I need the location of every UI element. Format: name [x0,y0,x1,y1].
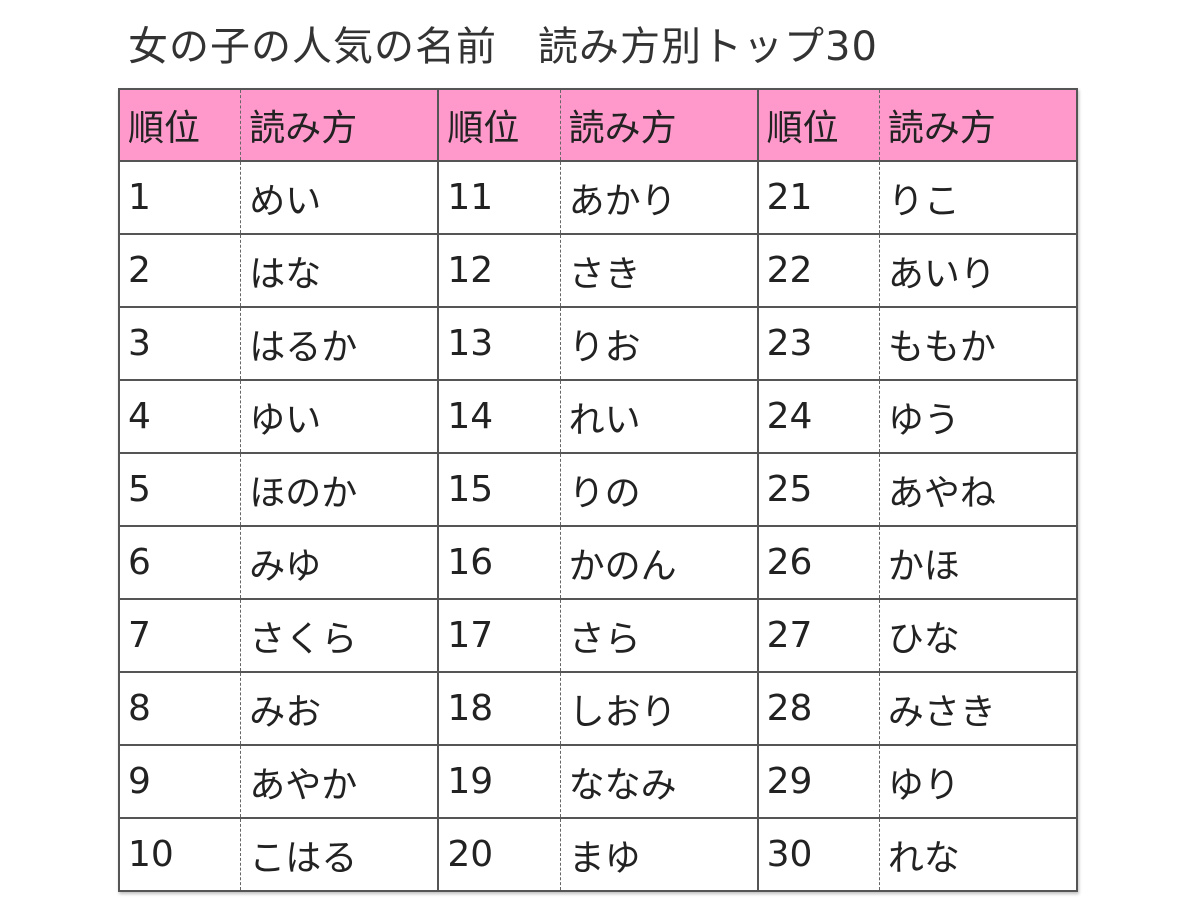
rank-cell: 6 [118,525,242,600]
reading-cell: みゆ [240,525,440,600]
reading-cell: りお [560,306,759,381]
header-reading: 読み方 [879,88,1078,162]
rank-cell: 15 [437,452,561,527]
rank-cell: 8 [118,671,242,746]
rank-cell: 17 [437,598,561,673]
reading-cell: みお [240,671,440,746]
reading-cell: はるか [240,306,440,381]
reading-cell: あいり [879,233,1078,308]
reading-cell: まゆ [560,817,759,892]
table-row: 3 はるか 13 りお 23 ももか [118,306,1078,381]
rank-cell: 19 [437,744,561,819]
rank-cell: 2 [118,233,242,308]
table-row: 1 めい 11 あかり 21 りこ [118,160,1078,235]
reading-cell: かのん [560,525,759,600]
table-row: 5 ほのか 15 りの 25 あやね [118,452,1078,527]
rank-cell: 25 [756,452,880,527]
reading-cell: さら [560,598,759,673]
rank-cell: 5 [118,452,242,527]
table-row: 6 みゆ 16 かのん 26 かほ [118,525,1078,600]
rank-cell: 10 [118,817,242,892]
rank-cell: 12 [437,233,561,308]
reading-cell: ななみ [560,744,759,819]
rank-cell: 13 [437,306,561,381]
rank-cell: 9 [118,744,242,819]
rank-cell: 20 [437,817,561,892]
rank-cell: 26 [756,525,880,600]
rank-cell: 14 [437,379,561,454]
reading-cell: さくら [240,598,440,673]
rank-cell: 24 [756,379,880,454]
reading-cell: あかり [560,160,759,235]
reading-cell: ももか [879,306,1078,381]
rank-cell: 22 [756,233,880,308]
reading-cell: りの [560,452,759,527]
table-header-row: 順位 読み方 順位 読み方 順位 読み方 [118,88,1078,162]
reading-cell: ゆう [879,379,1078,454]
header-reading: 読み方 [240,88,440,162]
reading-cell: さき [560,233,759,308]
rank-cell: 11 [437,160,561,235]
table-row: 9 あやか 19 ななみ 29 ゆり [118,744,1078,819]
reading-cell: ひな [879,598,1078,673]
reading-cell: あやね [879,452,1078,527]
table-row: 2 はな 12 さき 22 あいり [118,233,1078,308]
page-title: 女の子の人気の名前 読み方別トップ30 [128,24,878,70]
rank-cell: 29 [756,744,880,819]
rank-cell: 7 [118,598,242,673]
reading-cell: れな [879,817,1078,892]
header-reading: 読み方 [560,88,759,162]
table-row: 10 こはる 20 まゆ 30 れな [118,817,1078,892]
rank-cell: 1 [118,160,242,235]
rank-cell: 21 [756,160,880,235]
rank-cell: 18 [437,671,561,746]
reading-cell: ほのか [240,452,440,527]
reading-cell: はな [240,233,440,308]
rank-cell: 27 [756,598,880,673]
rank-cell: 4 [118,379,242,454]
reading-cell: みさき [879,671,1078,746]
header-rank: 順位 [756,88,880,162]
reading-cell: かほ [879,525,1078,600]
reading-cell: れい [560,379,759,454]
reading-cell: しおり [560,671,759,746]
rank-cell: 23 [756,306,880,381]
rank-cell: 3 [118,306,242,381]
rank-cell: 16 [437,525,561,600]
table-row: 8 みお 18 しおり 28 みさき [118,671,1078,746]
reading-cell: りこ [879,160,1078,235]
header-rank: 順位 [437,88,561,162]
reading-cell: こはる [240,817,440,892]
rank-cell: 30 [756,817,880,892]
table-row: 4 ゆい 14 れい 24 ゆう [118,379,1078,454]
reading-cell: あやか [240,744,440,819]
header-rank: 順位 [118,88,242,162]
table-row: 7 さくら 17 さら 27 ひな [118,598,1078,673]
ranking-table: 順位 読み方 順位 読み方 順位 読み方 1 めい 11 あかり 21 りこ 2 はな 12 さき… [118,88,1078,892]
reading-cell: ゆり [879,744,1078,819]
reading-cell: ゆい [240,379,440,454]
reading-cell: めい [240,160,440,235]
rank-cell: 28 [756,671,880,746]
